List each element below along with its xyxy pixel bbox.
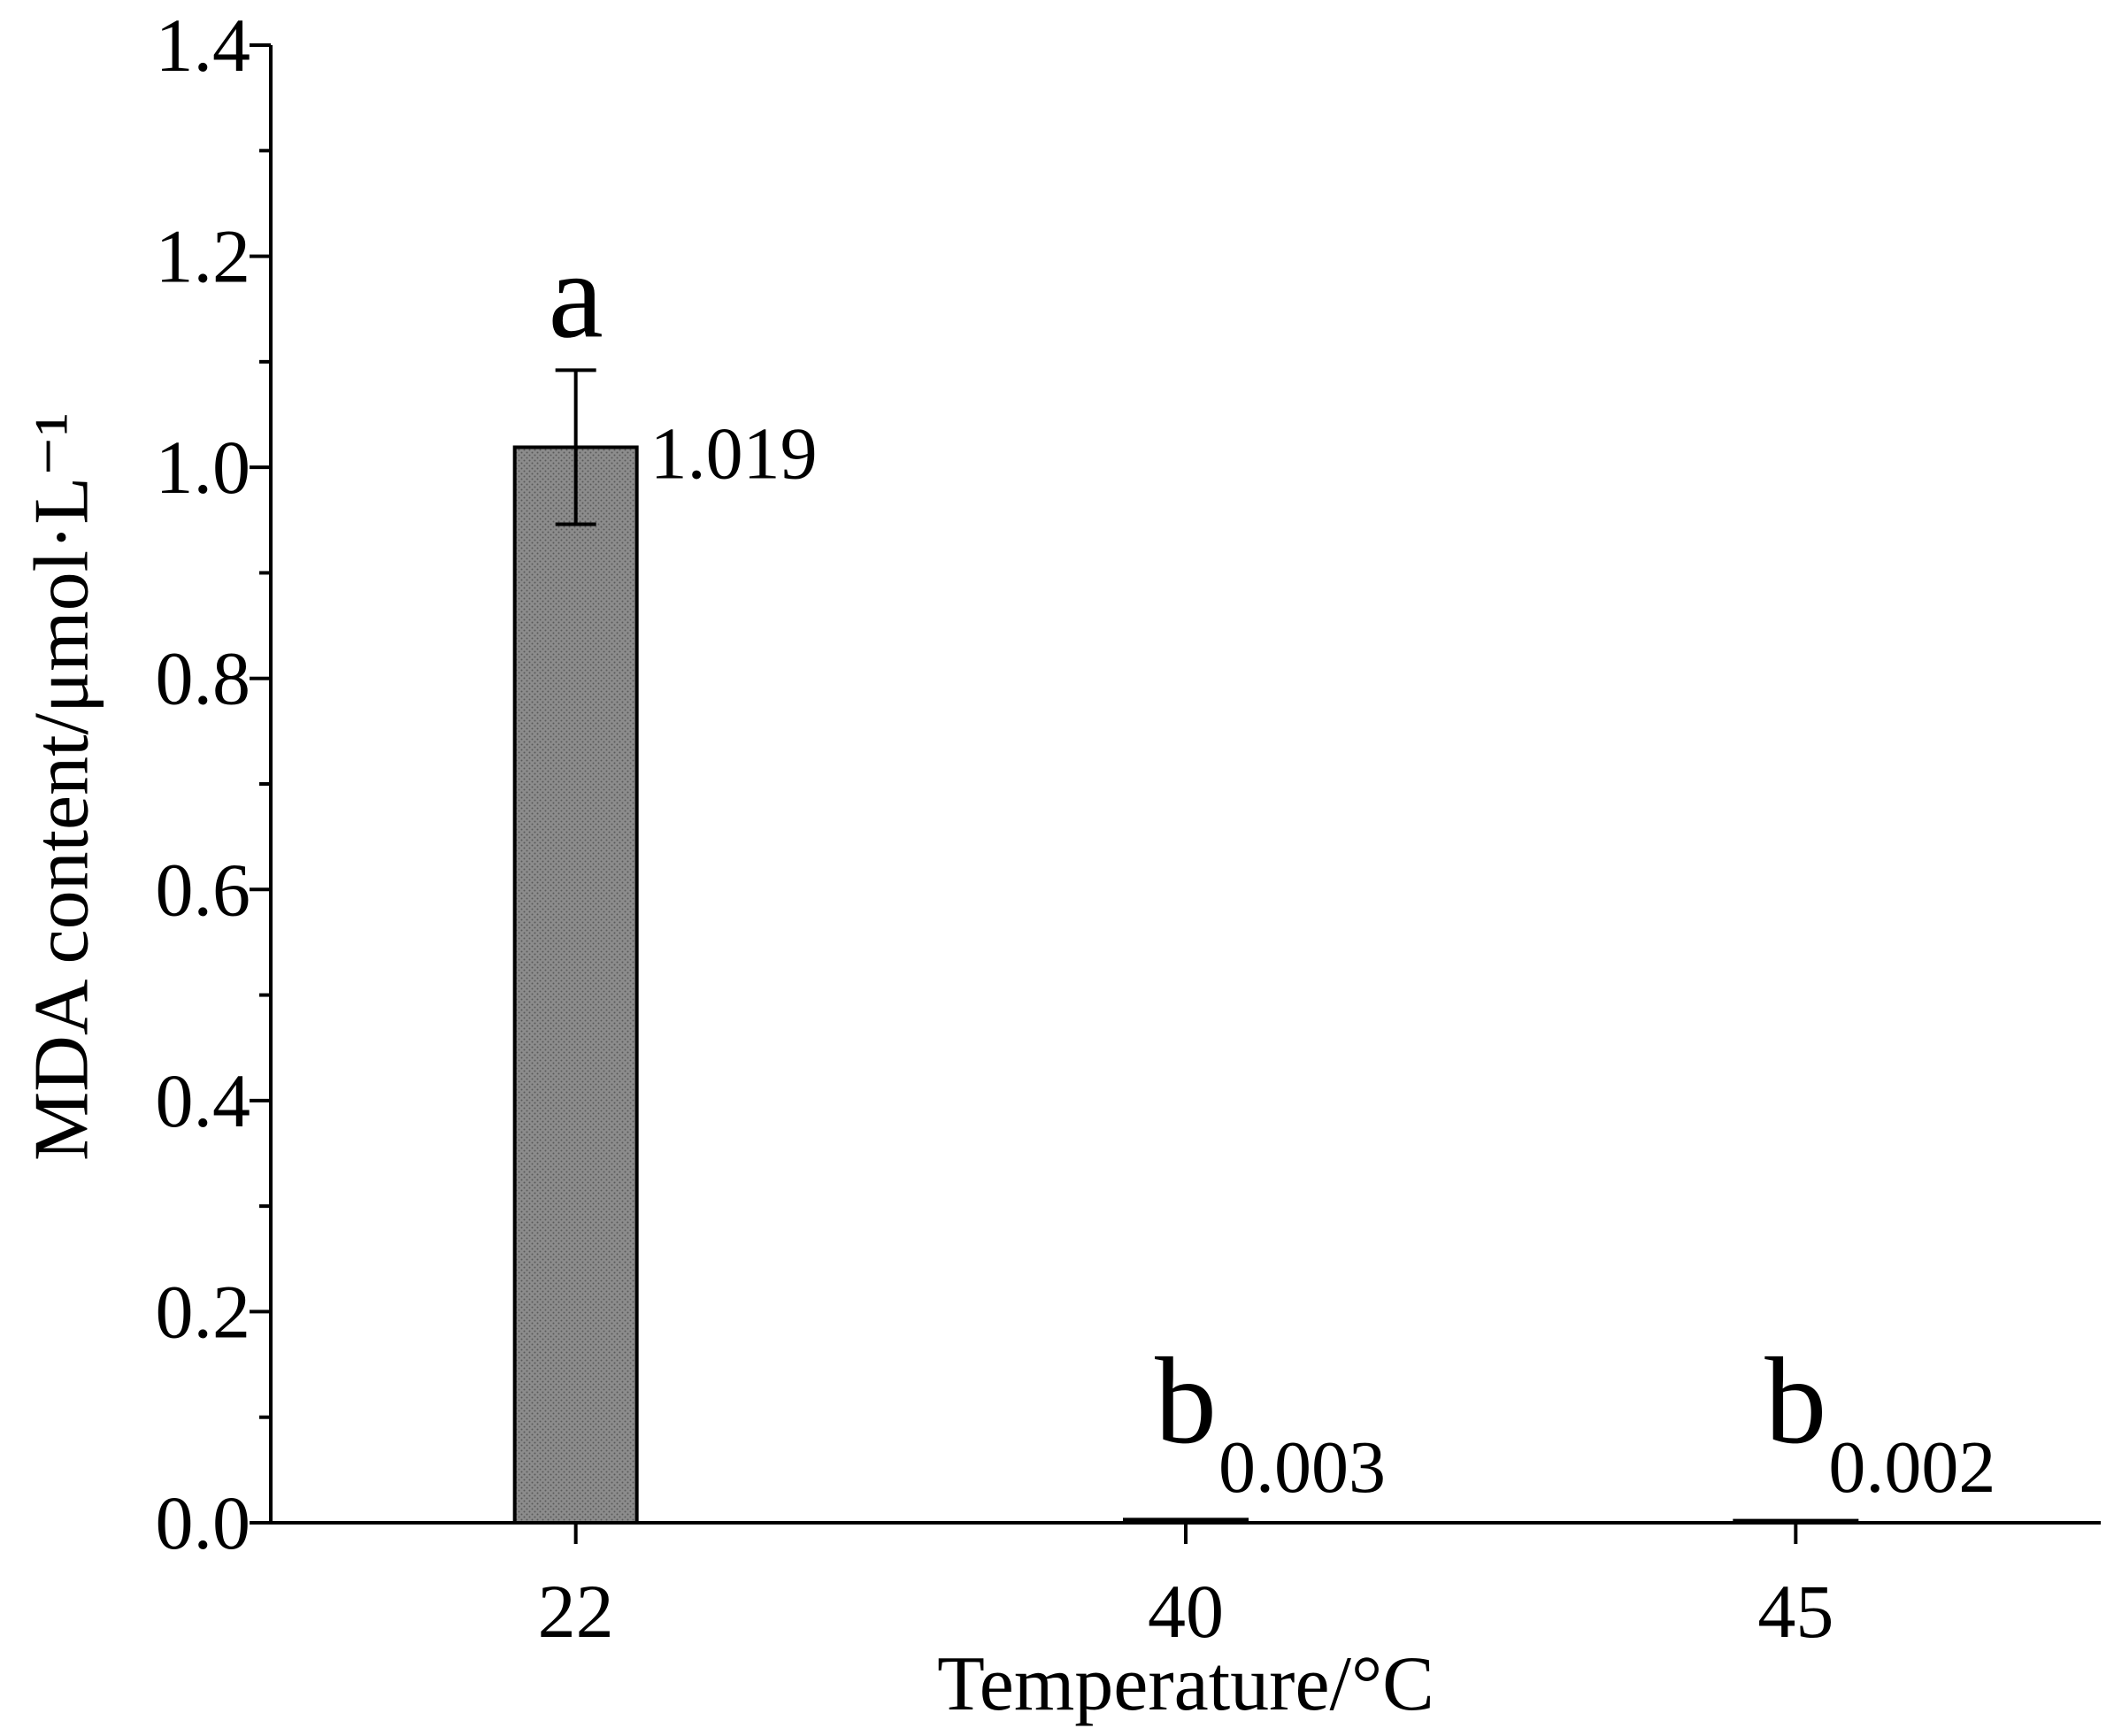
value-label-40: 0.003 bbox=[1218, 1426, 1386, 1509]
x-axis-ticks: 22 40 45 bbox=[538, 1523, 1833, 1654]
value-label-45: 0.002 bbox=[1828, 1426, 1995, 1509]
y-tick-label: 0.0 bbox=[156, 1480, 251, 1565]
y-tick-label: 0.8 bbox=[156, 636, 251, 721]
x-tick-label: 22 bbox=[538, 1569, 614, 1654]
y-tick-label: 1.2 bbox=[156, 214, 251, 299]
y-axis-ticks: 0.0 0.2 0.4 0.6 0.8 1.0 1.2 1.4 bbox=[156, 3, 271, 1565]
significance-letter-22: a bbox=[549, 227, 603, 364]
y-axis-title: MDA content/μmol·L⁻¹ bbox=[19, 412, 105, 1161]
x-tick-label: 40 bbox=[1148, 1569, 1224, 1654]
x-tick-label: 45 bbox=[1757, 1569, 1833, 1654]
bar-22 bbox=[512, 445, 639, 1525]
y-tick-label: 1.0 bbox=[156, 425, 251, 510]
value-label-22: 1.019 bbox=[650, 412, 818, 495]
x-axis-title: Temperature/°C bbox=[937, 1641, 1434, 1727]
error-bars-layer bbox=[555, 368, 596, 526]
y-tick-label: 0.4 bbox=[156, 1058, 251, 1143]
y-tick-label: 0.2 bbox=[156, 1269, 251, 1354]
error-bar-22 bbox=[555, 368, 596, 526]
significance-letter-45: b bbox=[1764, 1333, 1826, 1470]
significance-letter-40: b bbox=[1155, 1333, 1217, 1470]
y-tick-label: 0.6 bbox=[156, 847, 251, 932]
y-tick-label: 1.4 bbox=[156, 3, 251, 88]
